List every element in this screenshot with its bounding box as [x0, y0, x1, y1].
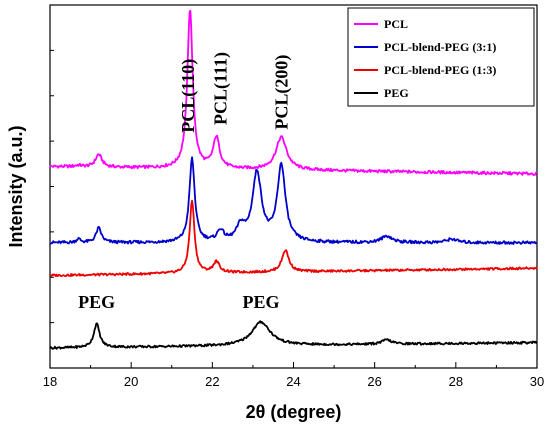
plot-area: PCL(110) PCL(111) PCL(200) PEG PEG 18 20 22 24 2…: [43, 4, 544, 389]
legend: PCL PCL-blend-PEG (3:1) PCL-blend-PEG (1:3…: [347, 7, 535, 107]
x-tick-label: 28: [449, 374, 463, 389]
legend-label: PCL: [384, 17, 408, 31]
y-axis-ticks: [50, 49, 54, 324]
legend-label: PEG: [384, 86, 409, 100]
peak-annotation: PCL(110): [178, 59, 199, 133]
peak-annotation: PCL(111): [211, 52, 232, 125]
series-line-0: [49, 9, 538, 176]
x-tick-label: 26: [367, 374, 381, 389]
series-layer: [49, 9, 538, 350]
series-line-1: [49, 156, 538, 245]
legend-items: PCL PCL-blend-PEG (3:1) PCL-blend-PEG (1:3…: [354, 17, 496, 100]
legend-label: PCL-blend-PEG (1:3): [384, 63, 496, 77]
peak-annotation: PEG: [243, 292, 280, 312]
x-tick-label: 22: [205, 374, 219, 389]
series-line-3: [49, 320, 538, 350]
legend-box: [347, 7, 535, 107]
x-axis-title: 2θ (degree): [246, 402, 342, 422]
series-line-2: [49, 199, 538, 278]
x-tick-label: 18: [43, 374, 57, 389]
peak-annotation: PEG: [78, 292, 115, 312]
peak-annotation: PCL(200): [271, 55, 292, 130]
y-axis-title: Intensity (a.u.): [6, 125, 26, 247]
x-axis: 18 20 22 24 26 28 30: [43, 362, 544, 389]
peak-annotations: PCL(110) PCL(111) PCL(200) PEG PEG: [78, 52, 292, 312]
x-tick-label: 20: [124, 374, 138, 389]
legend-label: PCL-blend-PEG (3:1): [384, 40, 496, 54]
x-tick-label: 30: [530, 374, 544, 389]
x-tick-label: 24: [286, 374, 300, 389]
